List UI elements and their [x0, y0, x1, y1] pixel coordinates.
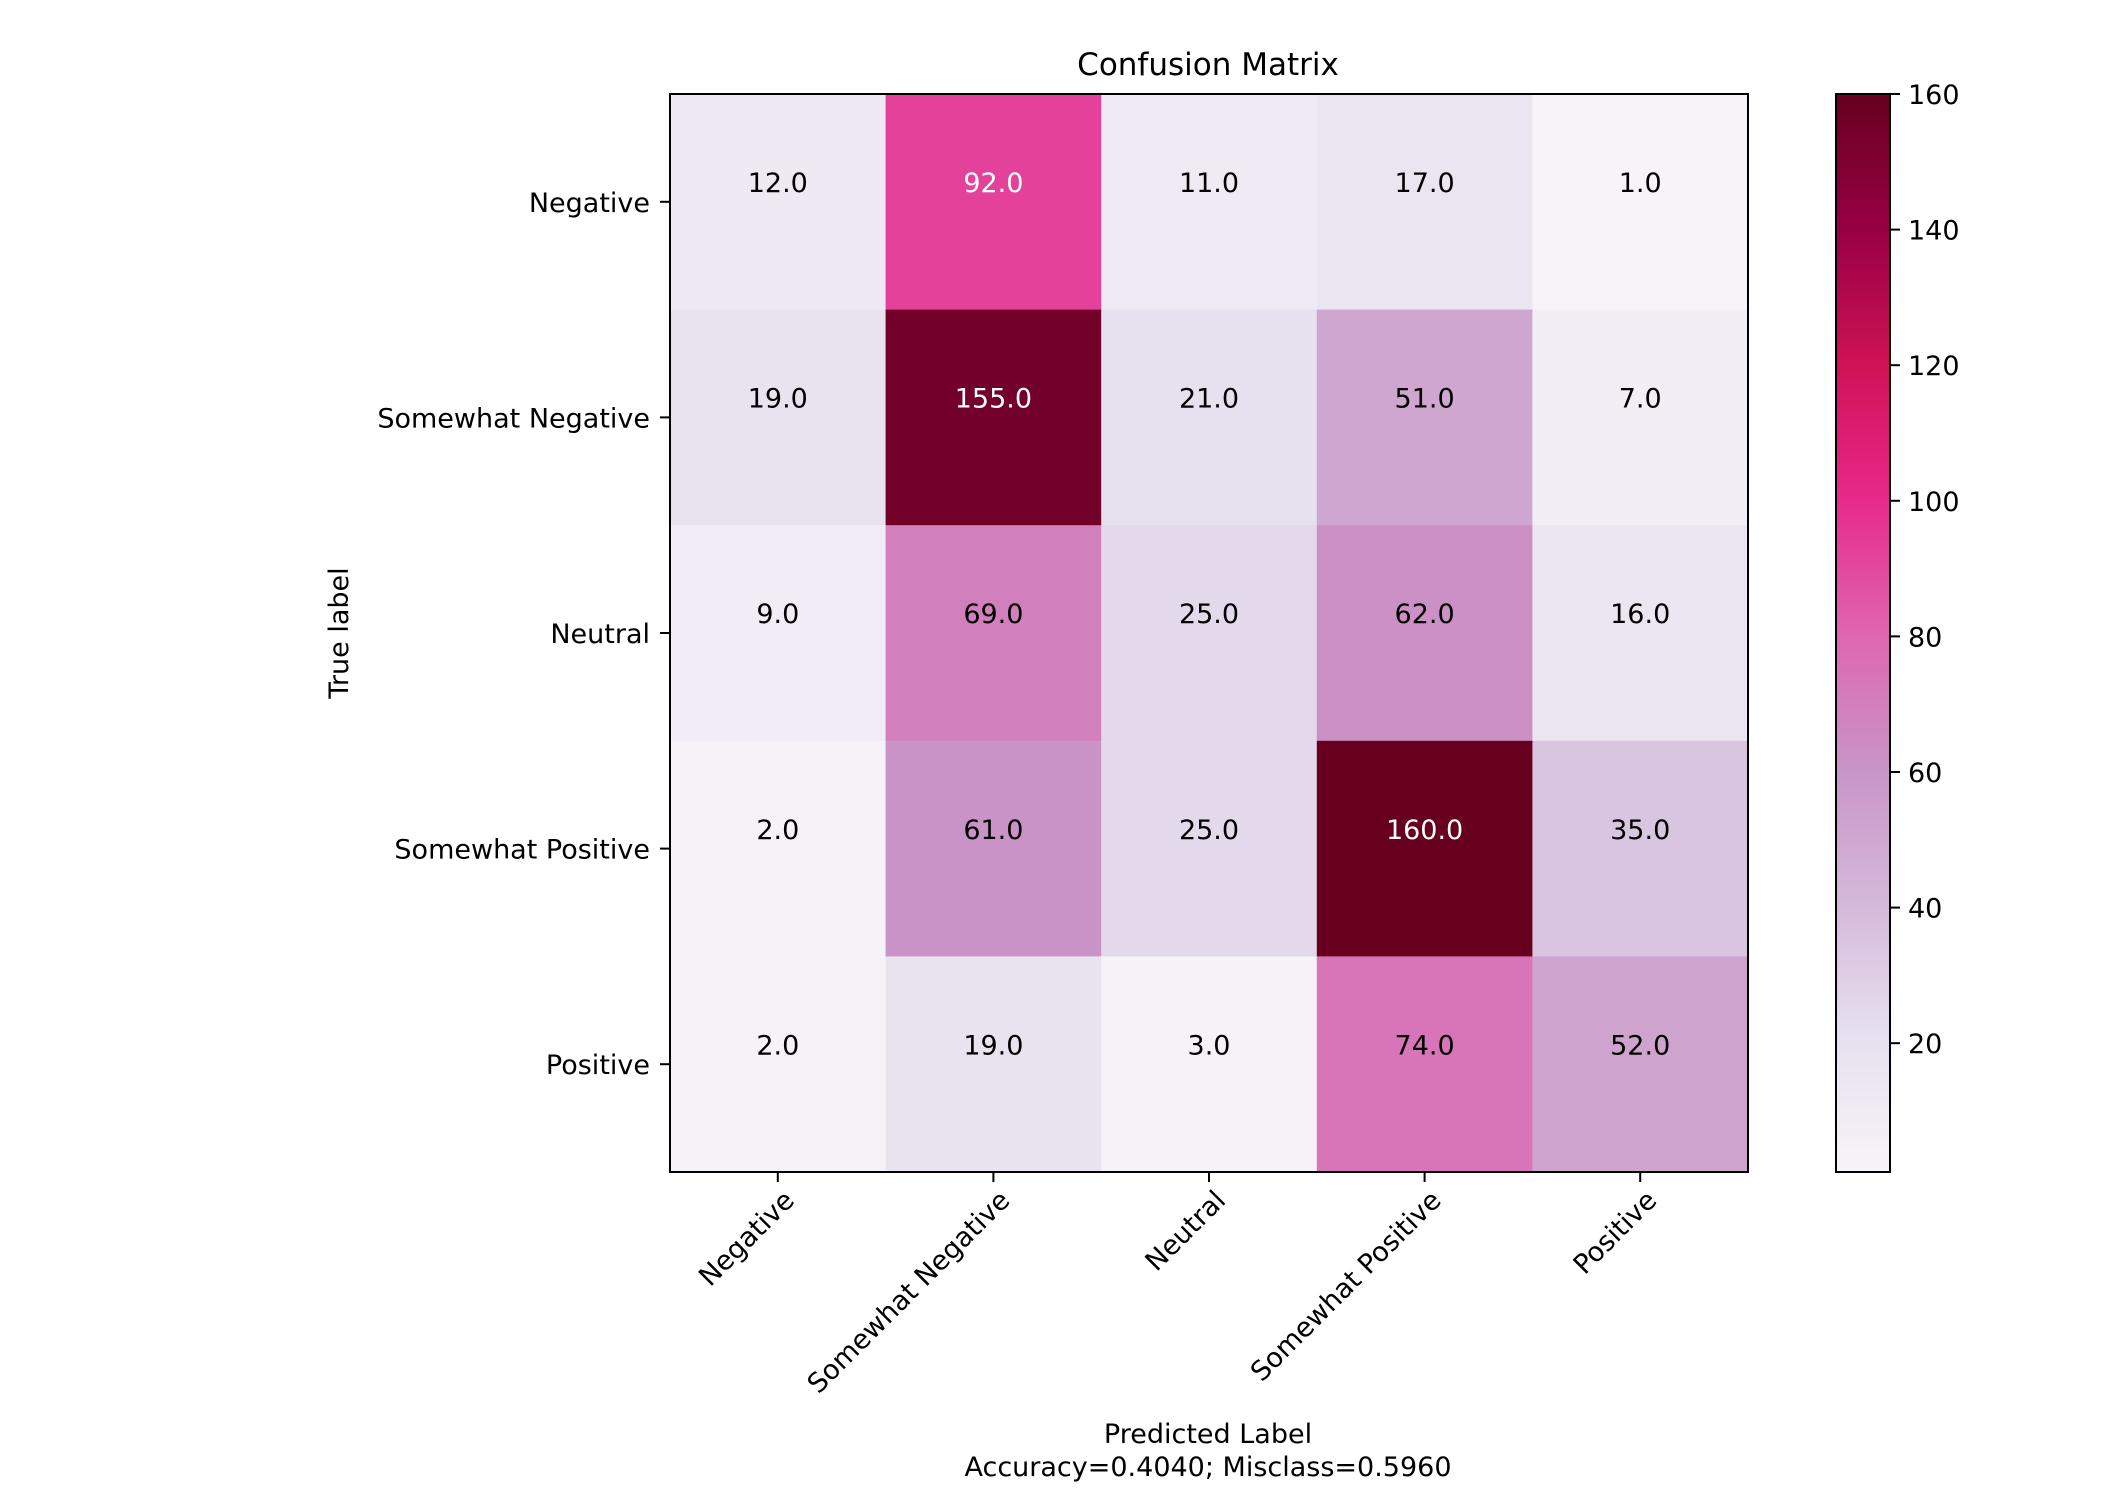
cell-value-r4-c2: 3.0	[1188, 1030, 1231, 1061]
heatmap-cell-r1-c0	[670, 309, 887, 526]
cell-value-r4-c1: 19.0	[963, 1030, 1023, 1061]
cell-value-r4-c0: 2.0	[756, 1030, 799, 1061]
y-axis-label: True label	[324, 567, 355, 699]
cell-value-r1-c1: 155.0	[955, 384, 1032, 415]
heatmap-cell-r0-c4	[1532, 94, 1749, 311]
heatmap-cell-r1-c1	[885, 309, 1102, 526]
y-tick-label: Neutral	[550, 619, 650, 650]
heatmap-cell-r4-c0	[670, 956, 887, 1173]
heatmap-cell-r2-c0	[670, 525, 887, 742]
heatmap-cell-r4-c3	[1316, 956, 1533, 1173]
x-tick-label: Neutral	[1140, 1185, 1232, 1277]
colorbar-tick-label: 40	[1908, 894, 1942, 925]
y-tick-label: Negative	[529, 188, 650, 219]
cell-value-r4-c4: 52.0	[1610, 1030, 1670, 1061]
cell-value-r0-c0: 12.0	[748, 168, 808, 199]
heatmap-cell-r1-c4	[1532, 309, 1749, 526]
x-axis-label: Predicted Label	[1104, 1419, 1312, 1450]
cell-value-r3-c2: 25.0	[1179, 815, 1239, 846]
x-tick-label: Somewhat Positive	[1245, 1185, 1448, 1388]
colorbar-ticks: 20 40 60 80 100 120 140 160	[1890, 80, 1960, 1060]
colorbar-tick-label: 160	[1908, 80, 1960, 111]
heatmap-cell-r2-c1	[885, 525, 1102, 742]
cell-annotations: 12.0 92.0 11.0 17.0 1.0 19.0 155.0 21.0 51.0 7.0 9…	[748, 168, 1671, 1061]
cell-value-r2-c3: 62.0	[1395, 599, 1455, 630]
cell-value-r3-c3: 160.0	[1386, 815, 1463, 846]
heatmap-cell-r2-c3	[1316, 525, 1533, 742]
colorbar-tick-label: 120	[1908, 351, 1960, 382]
heatmap-cell-r4-c2	[1101, 956, 1318, 1173]
cell-value-r0-c1: 92.0	[963, 168, 1023, 199]
heatmap-cell-r3-c3	[1316, 740, 1533, 957]
y-tick-label: Somewhat Negative	[377, 403, 650, 434]
cell-value-r0-c3: 17.0	[1395, 168, 1455, 199]
cell-value-r0-c4: 1.0	[1619, 168, 1662, 199]
heatmap-cells	[670, 94, 1749, 1173]
cell-value-r3-c0: 2.0	[756, 815, 799, 846]
y-tick-label: Somewhat Positive	[394, 835, 650, 866]
cell-value-r2-c1: 69.0	[963, 599, 1023, 630]
cell-value-r1-c2: 21.0	[1179, 384, 1239, 415]
y-axis: Negative Somewhat Negative Neutral Somewhat…	[377, 188, 670, 1081]
cell-value-r2-c0: 9.0	[756, 599, 799, 630]
chart-title: Confusion Matrix	[1077, 47, 1339, 83]
colorbar-gradient	[1835, 93, 1891, 1173]
cell-value-r1-c4: 7.0	[1619, 384, 1662, 415]
x-axis: Negative Somewhat Negative Neutral Somewhat…	[693, 1172, 1663, 1400]
cell-value-r2-c4: 16.0	[1610, 599, 1670, 630]
x-tick-label: Positive	[1568, 1185, 1664, 1281]
x-tick-label: Somewhat Negative	[802, 1185, 1017, 1400]
colorbar: 20 40 60 80 100 120 140 160	[1835, 80, 1960, 1173]
colorbar-tick-label: 20	[1908, 1029, 1942, 1060]
heatmap-cell-r3-c4	[1532, 740, 1749, 957]
cell-value-r4-c3: 74.0	[1395, 1030, 1455, 1061]
heatmap-cell-r3-c1	[885, 740, 1102, 957]
cell-value-r0-c2: 11.0	[1179, 168, 1239, 199]
heatmap-cell-r2-c2	[1101, 525, 1318, 742]
x-axis-sublabel-accuracy: Accuracy=0.4040; Misclass=0.5960	[964, 1452, 1451, 1483]
heatmap-cell-r2-c4	[1532, 525, 1749, 742]
y-tick-label: Positive	[546, 1050, 650, 1081]
heatmap-cell-r0-c3	[1316, 94, 1533, 311]
cell-value-r1-c0: 19.0	[748, 384, 808, 415]
heatmap-cell-r4-c4	[1532, 956, 1749, 1173]
colorbar-tick-label: 80	[1908, 622, 1942, 653]
heatmap-cell-r1-c2	[1101, 309, 1318, 526]
colorbar-tick-label: 60	[1908, 758, 1942, 789]
x-tick-label: Negative	[693, 1185, 801, 1293]
cell-value-r3-c4: 35.0	[1610, 815, 1670, 846]
heatmap-cell-r0-c2	[1101, 94, 1318, 311]
cell-value-r2-c2: 25.0	[1179, 599, 1239, 630]
heatmap-cell-r0-c0	[670, 94, 887, 311]
heatmap-cell-r1-c3	[1316, 309, 1533, 526]
colorbar-tick-label: 100	[1908, 487, 1960, 518]
cell-value-r3-c1: 61.0	[963, 815, 1023, 846]
heatmap-cell-r3-c2	[1101, 740, 1318, 957]
colorbar-tick-label: 140	[1908, 216, 1960, 247]
heatmap-cell-r0-c1	[885, 94, 1102, 311]
heatmap-cell-r4-c1	[885, 956, 1102, 1173]
cell-value-r1-c3: 51.0	[1395, 384, 1455, 415]
heatmap-cell-r3-c0	[670, 740, 887, 957]
